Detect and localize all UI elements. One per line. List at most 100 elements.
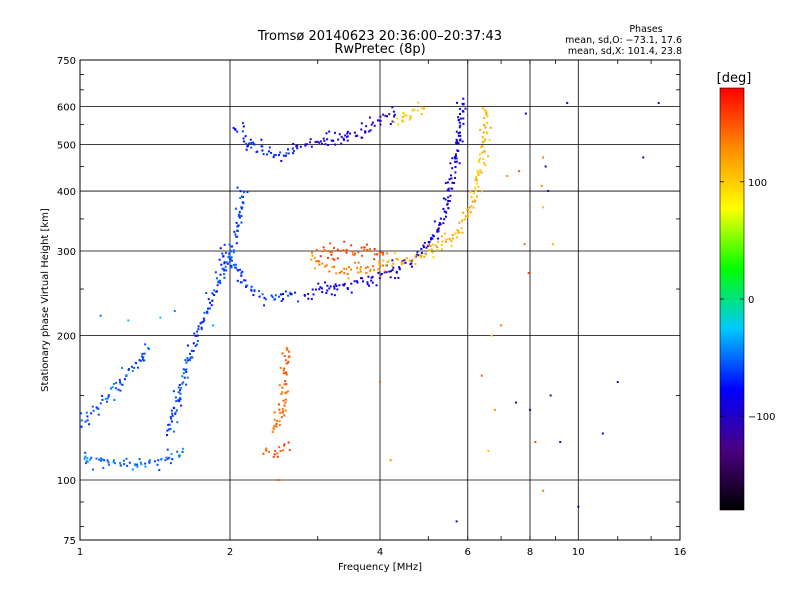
echo-point — [457, 149, 460, 152]
echo-point — [250, 289, 253, 292]
echo-point — [411, 258, 414, 261]
echo-point — [482, 157, 485, 160]
echo-point — [336, 288, 339, 291]
echo-point — [448, 178, 451, 181]
echo-point — [281, 386, 284, 389]
echo-point — [484, 164, 487, 167]
echo-point — [340, 135, 343, 138]
echo-point — [458, 231, 461, 234]
echo-point — [250, 146, 253, 149]
echo-point — [232, 251, 235, 254]
echo-point — [362, 280, 365, 283]
echo-point — [190, 349, 193, 352]
echo-point — [392, 115, 395, 118]
echo-point — [190, 356, 193, 359]
echo-point — [616, 381, 619, 384]
echo-point — [165, 456, 168, 459]
echo-point — [192, 342, 195, 345]
echo-point — [195, 343, 198, 346]
y-tick-label: 300 — [57, 247, 76, 258]
echo-point — [282, 449, 285, 452]
echo-point — [318, 263, 321, 266]
echo-point — [253, 143, 256, 146]
echo-point — [262, 452, 265, 455]
echo-point — [174, 411, 177, 414]
echo-point — [444, 238, 447, 241]
echo-point — [446, 189, 449, 192]
echo-point — [345, 249, 348, 252]
echo-point — [142, 356, 145, 359]
echo-point — [356, 134, 359, 137]
echo-point — [367, 275, 370, 278]
echo-point — [382, 253, 385, 256]
echo-point — [430, 238, 433, 241]
echo-point — [392, 110, 395, 113]
echo-point — [239, 268, 242, 271]
echo-point — [91, 405, 94, 408]
echo-point — [422, 107, 425, 110]
echo-point — [369, 268, 372, 271]
echo-point — [228, 260, 231, 263]
echo-point — [142, 359, 145, 362]
echo-point — [287, 360, 290, 363]
echo-point — [439, 223, 442, 226]
echo-point — [319, 255, 322, 258]
echo-point — [409, 114, 412, 117]
echo-point — [140, 463, 143, 466]
echo-point — [334, 131, 337, 134]
echo-point — [294, 291, 297, 294]
echo-point — [342, 138, 345, 141]
echo-point — [274, 154, 277, 157]
echo-point — [206, 310, 209, 313]
echo-point — [218, 258, 221, 261]
echo-point — [136, 463, 139, 466]
echo-point — [280, 159, 283, 162]
echo-point — [542, 156, 545, 159]
echo-point — [442, 197, 445, 200]
y-tick-label: 75 — [63, 536, 76, 547]
echo-point — [361, 254, 364, 257]
echo-point — [310, 145, 313, 148]
echo-point — [304, 143, 307, 146]
echo-point — [113, 398, 116, 401]
echo-point — [414, 254, 417, 257]
echo-point — [239, 197, 242, 200]
echo-point — [449, 174, 452, 177]
echo-point — [184, 359, 187, 362]
echo-point — [378, 119, 381, 122]
echo-point — [283, 414, 286, 417]
echo-point — [180, 404, 183, 407]
echo-point — [334, 283, 337, 286]
echo-point — [86, 419, 89, 422]
echo-point — [326, 284, 329, 287]
echo-point — [203, 311, 206, 314]
echo-point — [144, 465, 147, 468]
echo-point — [250, 142, 253, 145]
echo-point — [178, 400, 181, 403]
echo-point — [292, 149, 295, 152]
echo-point — [442, 222, 445, 225]
echo-point — [458, 162, 461, 165]
echo-point — [486, 121, 489, 124]
echo-point — [318, 288, 321, 291]
y-axis-ticks: 75 100 200 300 400 500 600 750 — [57, 56, 76, 547]
echo-point — [276, 455, 279, 458]
echo-point — [349, 132, 352, 135]
phase-box-heading: Phases — [629, 24, 662, 35]
echo-point — [230, 266, 233, 269]
echo-point — [467, 215, 470, 218]
echo-point — [328, 287, 331, 290]
echo-point — [160, 458, 163, 461]
echo-point — [392, 262, 395, 265]
echo-point — [271, 430, 274, 433]
echo-point — [107, 395, 110, 398]
echo-point — [114, 387, 117, 390]
echo-point — [430, 248, 433, 251]
echo-point — [480, 374, 483, 377]
echo-point — [346, 273, 349, 276]
x-axis-ticks: 1 2 4 6 8 10 16 — [77, 547, 687, 558]
echo-point — [401, 116, 404, 119]
echo-point — [225, 261, 228, 264]
echo-point — [277, 153, 280, 156]
echo-point — [228, 255, 231, 258]
